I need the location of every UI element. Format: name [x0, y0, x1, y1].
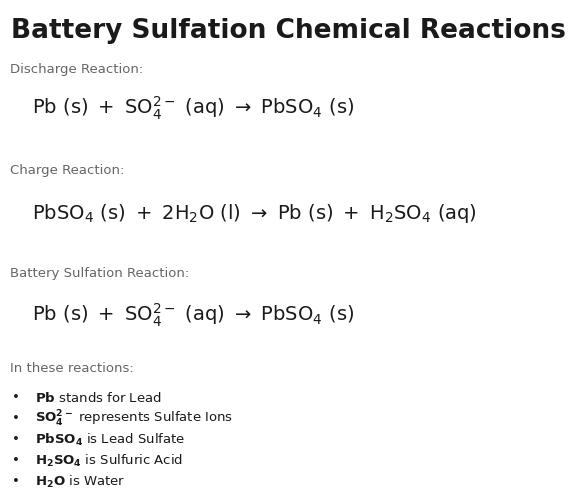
Text: $\mathbf{H_2O}$ is Water: $\mathbf{H_2O}$ is Water — [35, 473, 125, 489]
Text: •: • — [12, 390, 20, 403]
Text: In these reactions:: In these reactions: — [10, 362, 134, 375]
Text: $\mathbf{Pb}$ stands for Lead: $\mathbf{Pb}$ stands for Lead — [35, 390, 161, 404]
Text: •: • — [12, 474, 20, 487]
Text: •: • — [12, 411, 20, 424]
Text: Battery Sulfation Reaction:: Battery Sulfation Reaction: — [10, 267, 190, 280]
Text: Battery Sulfation Chemical Reactions: Battery Sulfation Chemical Reactions — [10, 18, 566, 44]
Text: $\mathrm{Pb\ (s)\ +\ SO_4^{2-}\ (aq)\ \rightarrow\ PbSO_4\ (s)}$: $\mathrm{Pb\ (s)\ +\ SO_4^{2-}\ (aq)\ \r… — [32, 94, 354, 121]
Text: •: • — [12, 432, 20, 445]
Text: $\mathrm{PbSO_4\ (s)\ +\ 2H_2O\ (l)\ \rightarrow\ Pb\ (s)\ +\ H_2SO_4\ (aq)}$: $\mathrm{PbSO_4\ (s)\ +\ 2H_2O\ (l)\ \ri… — [32, 201, 476, 224]
Text: Charge Reaction:: Charge Reaction: — [10, 164, 125, 177]
Text: $\mathbf{PbSO_4}$ is Lead Sulfate: $\mathbf{PbSO_4}$ is Lead Sulfate — [35, 431, 185, 447]
Text: $\mathbf{H_2SO_4}$ is Sulfuric Acid: $\mathbf{H_2SO_4}$ is Sulfuric Acid — [35, 452, 183, 468]
Text: Discharge Reaction:: Discharge Reaction: — [10, 63, 143, 76]
Text: $\mathbf{SO_4^{2-}}$ represents Sulfate Ions: $\mathbf{SO_4^{2-}}$ represents Sulfate … — [35, 408, 233, 428]
Text: •: • — [12, 453, 20, 466]
Text: $\mathrm{Pb\ (s)\ +\ SO_4^{2-}\ (aq)\ \rightarrow\ PbSO_4\ (s)}$: $\mathrm{Pb\ (s)\ +\ SO_4^{2-}\ (aq)\ \r… — [32, 301, 354, 328]
